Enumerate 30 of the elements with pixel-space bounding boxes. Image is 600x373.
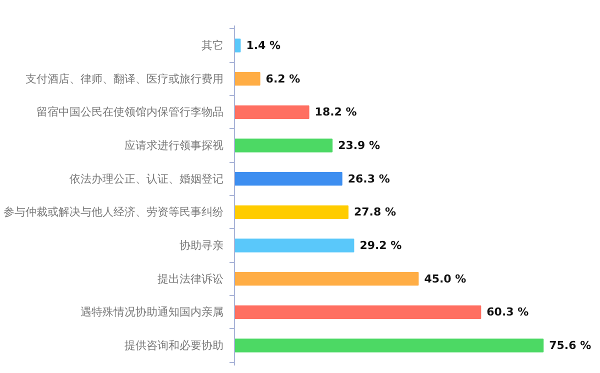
bar: [234, 272, 419, 286]
y-tick-label: 遇特殊情况协助通知国内亲属: [80, 306, 224, 319]
data-label: 27.8 %: [354, 206, 396, 219]
data-label: 23.9 %: [338, 139, 380, 152]
y-tick-label: 其它: [202, 39, 224, 52]
y-tick-label: 依法办理公正、认证、婚姻登记: [70, 172, 224, 186]
data-label: 18.2 %: [314, 106, 357, 119]
bar: [234, 205, 348, 219]
data-label: 60.3 %: [486, 306, 529, 319]
y-tick-label: 协助寻亲: [180, 239, 224, 252]
y-tick-label: 提出法律诉讼: [158, 272, 224, 286]
bar: [234, 38, 241, 52]
y-tick-label: 支付酒店、律师、翻译、医疗或旅行费用: [26, 72, 224, 86]
y-tick-label: 应请求进行领事探视: [124, 139, 224, 152]
data-label: 29.2 %: [360, 239, 402, 252]
bar: [234, 305, 482, 319]
data-label: 75.6 %: [549, 339, 592, 352]
bar: [234, 172, 342, 186]
bar: [234, 105, 310, 119]
data-label: 1.4 %: [246, 39, 281, 52]
y-tick-label: 参与仲裁或解决与他人经济、劳资等民事纠纷: [4, 206, 224, 219]
bar: [234, 238, 354, 252]
data-label: 26.3 %: [348, 172, 390, 186]
bar: [234, 138, 333, 152]
data-label: 45.0 %: [424, 272, 466, 286]
data-label: 6.2 %: [266, 72, 300, 86]
bar: [234, 72, 260, 86]
y-tick-label: 提供咨询和必要协助: [124, 339, 224, 352]
y-tick-label: 留宿中国公民在使领馆内保管行李物品: [36, 106, 224, 119]
bar: [234, 338, 544, 352]
